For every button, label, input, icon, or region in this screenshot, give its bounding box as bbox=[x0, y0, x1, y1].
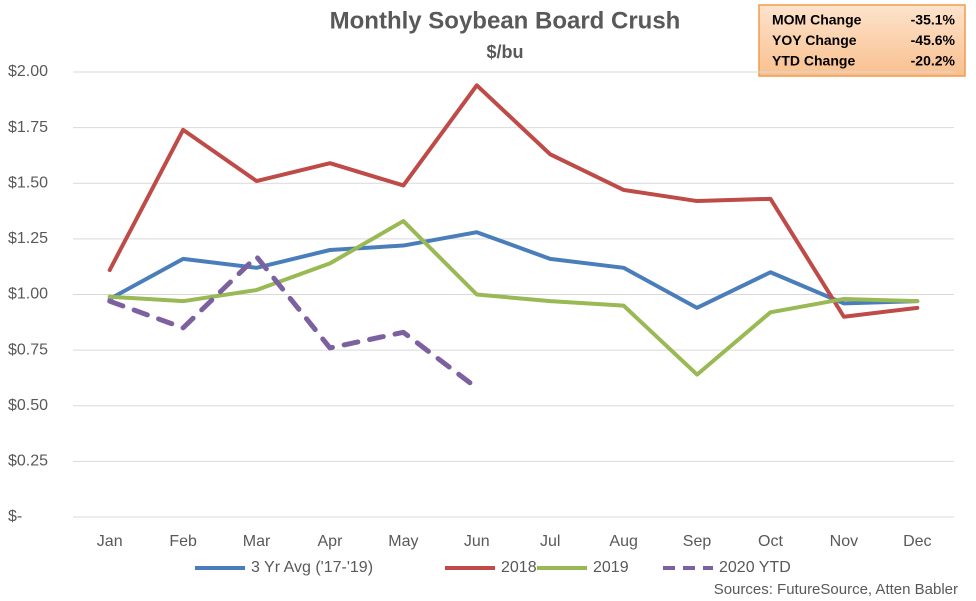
x-tick-label: Aug bbox=[609, 533, 637, 550]
chart-title: Monthly Soybean Board Crush bbox=[330, 7, 681, 34]
y-tick-label: $1.00 bbox=[8, 286, 48, 303]
y-tick-label: $0.75 bbox=[8, 341, 48, 358]
x-tick-label: Dec bbox=[903, 533, 931, 550]
y-tick-label: $- bbox=[8, 508, 22, 525]
y-tick-label: $1.25 bbox=[8, 230, 48, 247]
summary-label: YTD Change bbox=[772, 53, 855, 69]
y-tick-label: $2.00 bbox=[8, 63, 48, 80]
y-tick-label: $1.75 bbox=[8, 119, 48, 136]
y-tick-label: $0.50 bbox=[8, 397, 48, 414]
x-tick-label: Mar bbox=[243, 533, 271, 550]
chart-subtitle: $/bu bbox=[486, 42, 523, 62]
x-tick-label: May bbox=[388, 533, 418, 550]
series-line bbox=[107, 254, 480, 391]
y-tick-label: $1.50 bbox=[8, 174, 48, 191]
x-tick-label: Jan bbox=[97, 533, 123, 550]
legend-label: 2018 bbox=[501, 559, 537, 576]
y-tick-label: $0.25 bbox=[8, 453, 48, 470]
series-line bbox=[107, 83, 920, 319]
series-line bbox=[107, 219, 920, 377]
legend-label: 2019 bbox=[593, 559, 629, 576]
x-tick-label: Sep bbox=[683, 533, 712, 550]
summary-label: YOY Change bbox=[772, 32, 857, 48]
legend-label: 2020 YTD bbox=[719, 559, 791, 576]
x-tick-label: Apr bbox=[318, 533, 344, 550]
summary-value: -45.6% bbox=[911, 32, 956, 48]
x-tick-label: Feb bbox=[169, 533, 197, 550]
x-tick-label: Nov bbox=[830, 533, 858, 550]
x-tick-label: Oct bbox=[758, 533, 783, 550]
summary-box bbox=[758, 4, 966, 77]
x-tick-label: Jun bbox=[464, 533, 490, 550]
x-tick-label: Jul bbox=[540, 533, 560, 550]
summary-value: -20.2% bbox=[911, 53, 956, 69]
legend-label: 3 Yr Avg ('17-'19) bbox=[251, 559, 373, 576]
summary-label: MOM Change bbox=[772, 12, 862, 28]
summary-value: -35.1% bbox=[911, 12, 956, 28]
source: Sources: FutureSource, Atten Babler bbox=[714, 581, 958, 598]
